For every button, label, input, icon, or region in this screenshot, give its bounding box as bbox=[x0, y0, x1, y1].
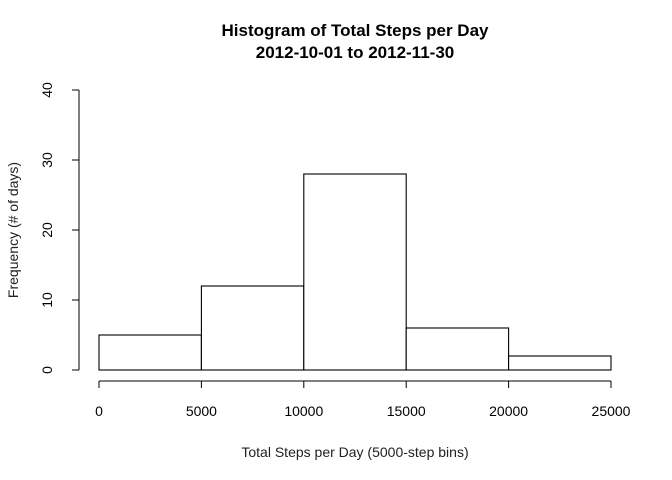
y-tick-label: 0 bbox=[39, 366, 55, 374]
y-tick-label: 10 bbox=[39, 292, 55, 308]
x-axis: 0 5000 10000 15000 20000 25000 bbox=[95, 380, 631, 419]
x-tick-label: 10000 bbox=[284, 403, 323, 419]
histogram-bar bbox=[508, 355, 612, 371]
y-axis: 0 10 20 30 40 bbox=[39, 82, 80, 374]
y-tick-label: 20 bbox=[39, 222, 55, 238]
y-tick-label: 40 bbox=[39, 82, 55, 98]
x-axis-label: Total Steps per Day (5000-step bins) bbox=[241, 444, 468, 460]
x-tick-label: 5000 bbox=[186, 403, 217, 419]
histogram-bar bbox=[405, 327, 510, 371]
histogram-bar bbox=[303, 173, 407, 371]
histogram-bar bbox=[98, 334, 202, 371]
x-tick-label: 20000 bbox=[489, 403, 528, 419]
x-tick-label: 0 bbox=[95, 403, 103, 419]
chart-subtitle: 2012-10-01 to 2012-11-30 bbox=[256, 43, 454, 62]
bars-group bbox=[98, 173, 612, 371]
chart-title: Histogram of Total Steps per Day bbox=[221, 21, 489, 40]
x-tick-label: 25000 bbox=[592, 403, 631, 419]
y-axis-label: Frequency (# of days) bbox=[5, 162, 21, 298]
histogram-bar bbox=[200, 285, 305, 371]
y-tick-label: 30 bbox=[39, 152, 55, 168]
x-tick-label: 15000 bbox=[387, 403, 426, 419]
